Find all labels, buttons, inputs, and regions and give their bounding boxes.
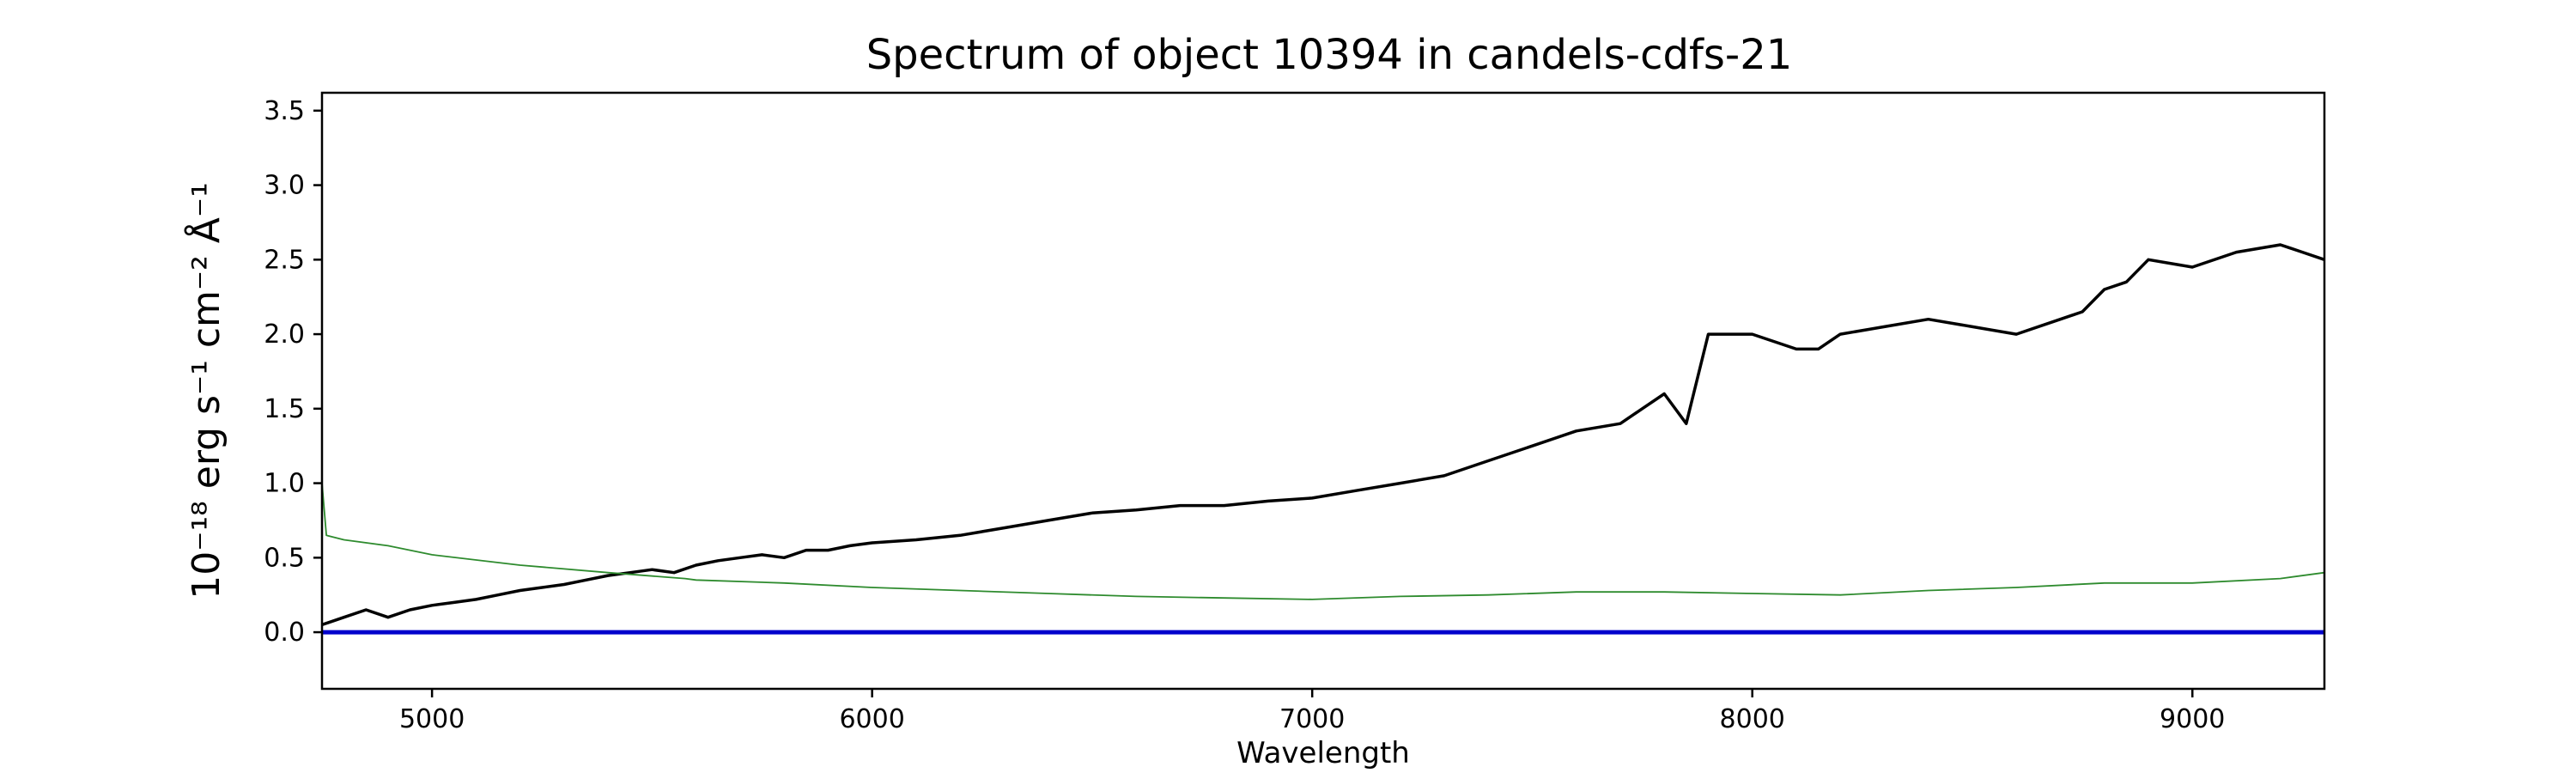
x-axis-label: Wavelength (1236, 736, 1410, 770)
y-tick-label: 1.5 (264, 394, 305, 424)
y-tick-label: 0.5 (264, 543, 305, 573)
y-tick-label: 2.5 (264, 245, 305, 275)
x-tick-label: 5000 (399, 704, 465, 734)
y-tick-label: 1.0 (264, 469, 305, 499)
x-axis: 5000 6000 7000 8000 9000 (399, 689, 2225, 734)
series-line-2 (321, 483, 2325, 600)
plot-area (321, 243, 2325, 635)
x-tick-label: 6000 (839, 704, 904, 734)
y-tick-label: 2.0 (264, 320, 305, 350)
y-tick-label: 3.0 (264, 171, 305, 201)
chart-title: Spectrum of object 10394 in candels-cdfs… (866, 31, 1793, 79)
series-line-1 (321, 243, 2325, 627)
x-tick-label: 8000 (1720, 704, 1785, 734)
y-axis: 0.0 0.5 1.0 1.5 2.0 2.5 3.0 3.5 (264, 96, 322, 648)
y-axis-label: 10⁻¹⁸ erg s⁻¹ cm⁻² Å⁻¹ (183, 182, 228, 599)
x-tick-label: 7000 (1279, 704, 1345, 734)
y-tick-label: 3.5 (264, 96, 305, 126)
x-tick-label: 9000 (2160, 704, 2225, 734)
y-tick-label: 0.0 (264, 618, 305, 648)
plot-frame (320, 91, 2326, 691)
